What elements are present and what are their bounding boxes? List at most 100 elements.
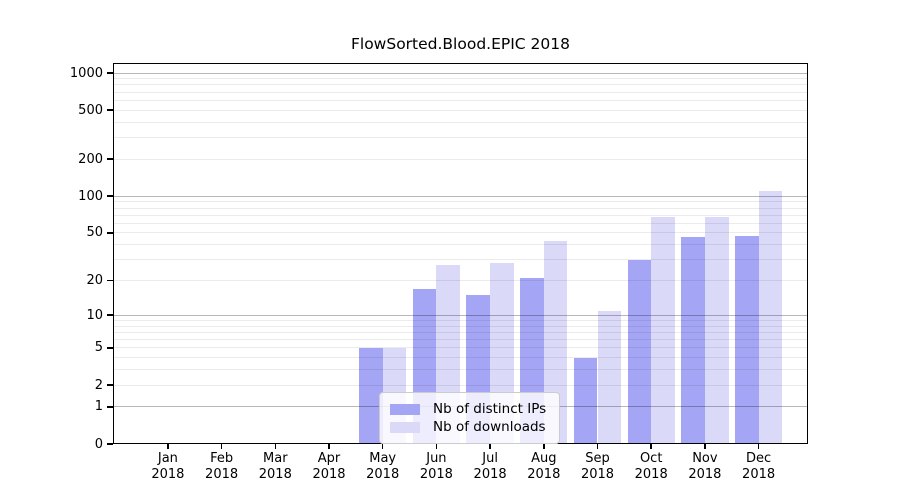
- bar-distinct-ips-sep: [573, 357, 598, 443]
- y-tick-label-20: 20: [86, 273, 103, 288]
- gridline-minor: [114, 369, 807, 371]
- x-tick-nov: [704, 444, 706, 449]
- x-tick-label-nov: Nov 2018: [665, 451, 745, 482]
- y-tick-label-500: 500: [78, 102, 103, 118]
- legend-label-distinct-ips: Nb of distinct IPs: [433, 401, 547, 417]
- y-tick-100: [107, 195, 113, 197]
- legend-label-downloads: Nb of downloads: [433, 419, 546, 435]
- gridline-minor: [114, 158, 807, 160]
- x-label-year: 2018: [419, 466, 453, 482]
- x-tick-jan: [167, 444, 169, 449]
- gridline-minor: [114, 99, 807, 101]
- chart-title: FlowSorted.Blood.EPIC 2018: [350, 35, 571, 53]
- y-tick-label-10: 10: [86, 307, 103, 323]
- x-tick-jun: [435, 444, 438, 449]
- gridline-minor: [114, 201, 807, 203]
- x-label-year: 2018: [312, 466, 346, 482]
- x-label-year: 2018: [688, 466, 722, 482]
- gridline-minor: [114, 319, 807, 321]
- bar-distinct-ips-may: [359, 347, 383, 443]
- x-tick-label-feb: Feb 2018: [182, 451, 262, 482]
- y-tick-label-50: 50: [86, 225, 103, 241]
- gridline-major: [114, 314, 807, 316]
- x-label-year: 2018: [742, 466, 776, 482]
- x-tick-apr: [328, 444, 330, 449]
- y-tick-5: [107, 347, 113, 349]
- x-tick-aug: [543, 444, 545, 449]
- bar-downloads-oct: [651, 216, 675, 443]
- bar-downloads-sep: [597, 310, 622, 443]
- x-label-month: Feb: [210, 451, 234, 466]
- x-label-year: 2018: [634, 466, 668, 482]
- x-tick-may: [381, 444, 384, 449]
- x-tick-label-dec: Dec 2018: [719, 451, 799, 482]
- gridline-major: [114, 72, 807, 74]
- gridline-minor: [114, 325, 807, 327]
- x-label-year: 2018: [366, 466, 400, 482]
- x-tick-mar: [274, 444, 277, 449]
- gridline-major: [114, 195, 807, 197]
- x-label-year: 2018: [258, 466, 292, 482]
- bar-downloads-dec: [758, 191, 783, 443]
- x-label-year: 2018: [151, 466, 185, 482]
- x-tick-label-jun: Jun 2018: [396, 451, 476, 482]
- x-label-month: Aug: [531, 451, 557, 466]
- legend-item-distinct-ips: Nb of distinct IPs: [390, 401, 546, 417]
- gridline-minor: [114, 84, 807, 86]
- gridline-minor: [114, 347, 807, 349]
- x-label-year: 2018: [205, 466, 239, 482]
- gridline-minor: [114, 109, 807, 111]
- gridline-minor: [114, 91, 807, 93]
- x-tick-label-may: May 2018: [343, 451, 423, 482]
- x-label-month: May: [369, 451, 397, 466]
- x-label-year: 2018: [580, 466, 615, 482]
- y-tick-label-5: 5: [94, 340, 103, 356]
- x-tick-label-aug: Aug 2018: [504, 451, 584, 482]
- y-tick-10: [107, 314, 113, 316]
- gridline-minor: [114, 331, 807, 333]
- gridline-minor: [114, 207, 807, 209]
- x-label-year: 2018: [527, 466, 561, 482]
- bar-distinct-ips-dec: [734, 236, 759, 443]
- y-tick-200: [107, 158, 113, 160]
- x-tick-feb: [220, 444, 223, 449]
- y-tick-label-2: 2: [94, 377, 103, 393]
- x-label-month: Jul: [482, 451, 498, 466]
- y-tick-20: [107, 279, 113, 282]
- x-tick-label-mar: Mar 2018: [235, 451, 315, 482]
- bar-downloads-nov: [704, 216, 729, 443]
- gridline-minor: [114, 78, 807, 80]
- legend-item-downloads: Nb of downloads: [390, 419, 546, 435]
- gridline-minor: [114, 222, 807, 224]
- y-tick-label-0: 0: [94, 436, 103, 452]
- x-tick-oct: [650, 444, 652, 449]
- x-label-month: Sep: [585, 451, 610, 466]
- legend: Nb of distinct IPs Nb of downloads: [379, 392, 561, 444]
- x-tick-label-apr: Apr 2018: [289, 451, 369, 482]
- x-label-month: Jan: [157, 451, 178, 466]
- x-tick-label-sep: Sep 2018: [558, 451, 638, 482]
- y-tick-label-200: 200: [78, 151, 103, 167]
- gridline-minor: [114, 232, 807, 234]
- x-tick-label-oct: Oct 2018: [611, 451, 691, 482]
- x-label-month: Oct: [639, 451, 663, 466]
- gridline-minor: [114, 280, 807, 281]
- gridline-minor: [114, 357, 807, 359]
- y-tick-0: [107, 443, 113, 445]
- gridline-minor: [114, 214, 807, 216]
- y-tick-500: [107, 109, 113, 111]
- gridline-minor: [114, 339, 807, 340]
- gridline-minor: [114, 384, 807, 386]
- y-tick-label-100: 100: [78, 188, 103, 204]
- y-tick-2: [107, 384, 113, 386]
- x-label-month: Mar: [263, 451, 288, 466]
- x-tick-label-jul: Jul 2018: [450, 451, 530, 482]
- legend-swatch-distinct-ips: [390, 403, 420, 415]
- y-tick-label-1: 1: [94, 399, 103, 415]
- x-tick-dec: [757, 444, 760, 449]
- legend-swatch-downloads: [390, 421, 420, 433]
- x-tick-label-jan: Jan 2018: [128, 451, 208, 482]
- y-tick-label-1000: 1000: [69, 65, 103, 81]
